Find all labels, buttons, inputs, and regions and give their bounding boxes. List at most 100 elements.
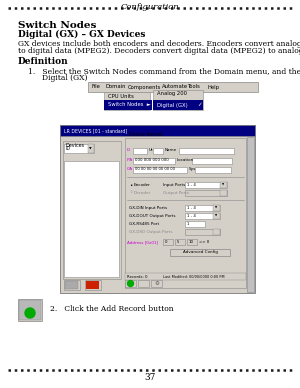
FancyBboxPatch shape [247, 137, 254, 292]
Text: 000 000 000 000: 000 000 000 000 [135, 158, 169, 162]
FancyBboxPatch shape [65, 281, 78, 289]
FancyBboxPatch shape [133, 148, 147, 154]
Text: Digital (GX): Digital (GX) [42, 74, 88, 82]
FancyBboxPatch shape [64, 144, 94, 153]
FancyBboxPatch shape [133, 167, 187, 173]
Text: ▼: ▼ [222, 183, 224, 187]
FancyBboxPatch shape [64, 280, 80, 290]
FancyBboxPatch shape [86, 281, 99, 289]
FancyBboxPatch shape [170, 249, 230, 256]
Text: •: • [129, 182, 132, 187]
Text: Location: Location [177, 158, 194, 162]
FancyBboxPatch shape [63, 141, 121, 279]
Text: Help: Help [208, 85, 220, 90]
FancyBboxPatch shape [175, 239, 185, 245]
Text: Sys: Sys [189, 167, 196, 171]
Text: CPU Units: CPU Units [108, 94, 134, 99]
Text: ✓: ✓ [197, 102, 202, 107]
Text: Last Modified: 00/00/0000 0:00 PM: Last Modified: 00/00/0000 0:00 PM [163, 274, 224, 279]
FancyBboxPatch shape [64, 161, 119, 277]
Text: GX-DIN Input Ports: GX-DIN Input Ports [129, 206, 167, 210]
FancyBboxPatch shape [185, 190, 227, 196]
FancyBboxPatch shape [220, 182, 227, 188]
Text: Definition: Definition [18, 57, 69, 66]
Text: 10: 10 [189, 240, 194, 244]
Text: GX devices include both encoders and decoders. Encoders convert analog video sig: GX devices include both encoders and dec… [18, 40, 300, 48]
FancyBboxPatch shape [185, 182, 227, 188]
Text: Components: Components [128, 85, 161, 90]
Text: GX-RS485 Port: GX-RS485 Port [129, 222, 159, 226]
Text: 0: 0 [165, 240, 167, 244]
FancyBboxPatch shape [187, 239, 197, 245]
FancyBboxPatch shape [195, 167, 231, 173]
FancyBboxPatch shape [153, 148, 163, 154]
FancyBboxPatch shape [19, 300, 41, 320]
Text: 5: 5 [177, 240, 179, 244]
Text: Digital (GX) – GX Devices: Digital (GX) – GX Devices [18, 30, 146, 39]
Text: Analog 200: Analog 200 [157, 92, 187, 97]
Text: Advanced Config: Advanced Config [183, 250, 218, 254]
Text: Encoder: Encoder [134, 183, 151, 187]
Text: File: File [92, 85, 101, 90]
Text: Records: 0: Records: 0 [127, 274, 148, 279]
Text: ID: ID [66, 146, 71, 151]
Text: 1 - 4: 1 - 4 [187, 214, 196, 218]
FancyBboxPatch shape [104, 92, 150, 110]
Text: LR DEVICES [01 - standard]: LR DEVICES [01 - standard] [64, 128, 127, 133]
Text: 1 - 4: 1 - 4 [187, 183, 196, 187]
Text: Decoder: Decoder [134, 191, 151, 195]
FancyBboxPatch shape [163, 239, 173, 245]
FancyBboxPatch shape [213, 213, 220, 219]
Text: Digital (GX): Digital (GX) [157, 102, 188, 107]
Text: IPA: IPA [127, 158, 133, 162]
Text: Switch Nodes  ►: Switch Nodes ► [108, 102, 151, 107]
Text: Automate: Automate [162, 85, 188, 90]
Text: Switch Nodes: Switch Nodes [18, 21, 96, 30]
FancyBboxPatch shape [85, 280, 101, 290]
Text: 2.   Click the Add Record button: 2. Click the Add Record button [50, 305, 174, 313]
Text: GX-DOUT Output Ports: GX-DOUT Output Ports [129, 214, 176, 218]
FancyBboxPatch shape [153, 100, 203, 110]
FancyBboxPatch shape [60, 125, 255, 293]
Text: 1: 1 [187, 222, 190, 226]
Circle shape [128, 281, 134, 286]
Text: ▼: ▼ [215, 206, 217, 210]
FancyBboxPatch shape [125, 273, 246, 280]
FancyBboxPatch shape [179, 148, 234, 154]
FancyBboxPatch shape [185, 221, 205, 227]
FancyBboxPatch shape [213, 205, 220, 211]
Text: 1.   Select the Switch Nodes command from the Domain menu, and then select: 1. Select the Switch Nodes command from … [28, 67, 300, 75]
FancyBboxPatch shape [60, 125, 255, 136]
FancyBboxPatch shape [185, 229, 220, 235]
Text: Tools: Tools [188, 85, 201, 90]
FancyBboxPatch shape [125, 138, 246, 288]
Text: ▼: ▼ [215, 214, 217, 218]
Text: Name: Name [165, 148, 177, 152]
FancyBboxPatch shape [88, 82, 258, 92]
Text: Address [0x01]: Address [0x01] [127, 240, 158, 244]
FancyBboxPatch shape [213, 229, 220, 235]
Text: ◦: ◦ [129, 191, 132, 196]
FancyBboxPatch shape [153, 90, 203, 110]
FancyBboxPatch shape [133, 158, 175, 164]
Text: Configuration: Configuration [121, 3, 179, 11]
Text: Device Record: Device Record [129, 132, 162, 137]
Text: Devices: Devices [65, 143, 84, 148]
Text: 00 00 00 00 00 00 00: 00 00 00 00 00 00 00 [135, 167, 175, 171]
FancyBboxPatch shape [192, 158, 232, 164]
Text: GX-DSD Output Ports: GX-DSD Output Ports [129, 230, 172, 234]
Text: 37: 37 [144, 374, 156, 383]
Text: => 0: => 0 [199, 240, 209, 244]
Text: Input Ports: Input Ports [163, 183, 185, 187]
FancyBboxPatch shape [18, 299, 42, 321]
FancyBboxPatch shape [220, 190, 227, 196]
Text: to digital data (MPEG2). Decoders convert digital data (MPEG2) to analog video s: to digital data (MPEG2). Decoders conver… [18, 47, 300, 55]
Text: GA: GA [127, 167, 133, 171]
Text: Output Ports: Output Ports [163, 191, 189, 195]
Circle shape [25, 308, 35, 318]
Text: ID: ID [127, 148, 131, 152]
FancyBboxPatch shape [104, 100, 152, 110]
Text: ⚙: ⚙ [154, 281, 159, 286]
FancyBboxPatch shape [88, 144, 94, 153]
FancyBboxPatch shape [185, 205, 220, 211]
